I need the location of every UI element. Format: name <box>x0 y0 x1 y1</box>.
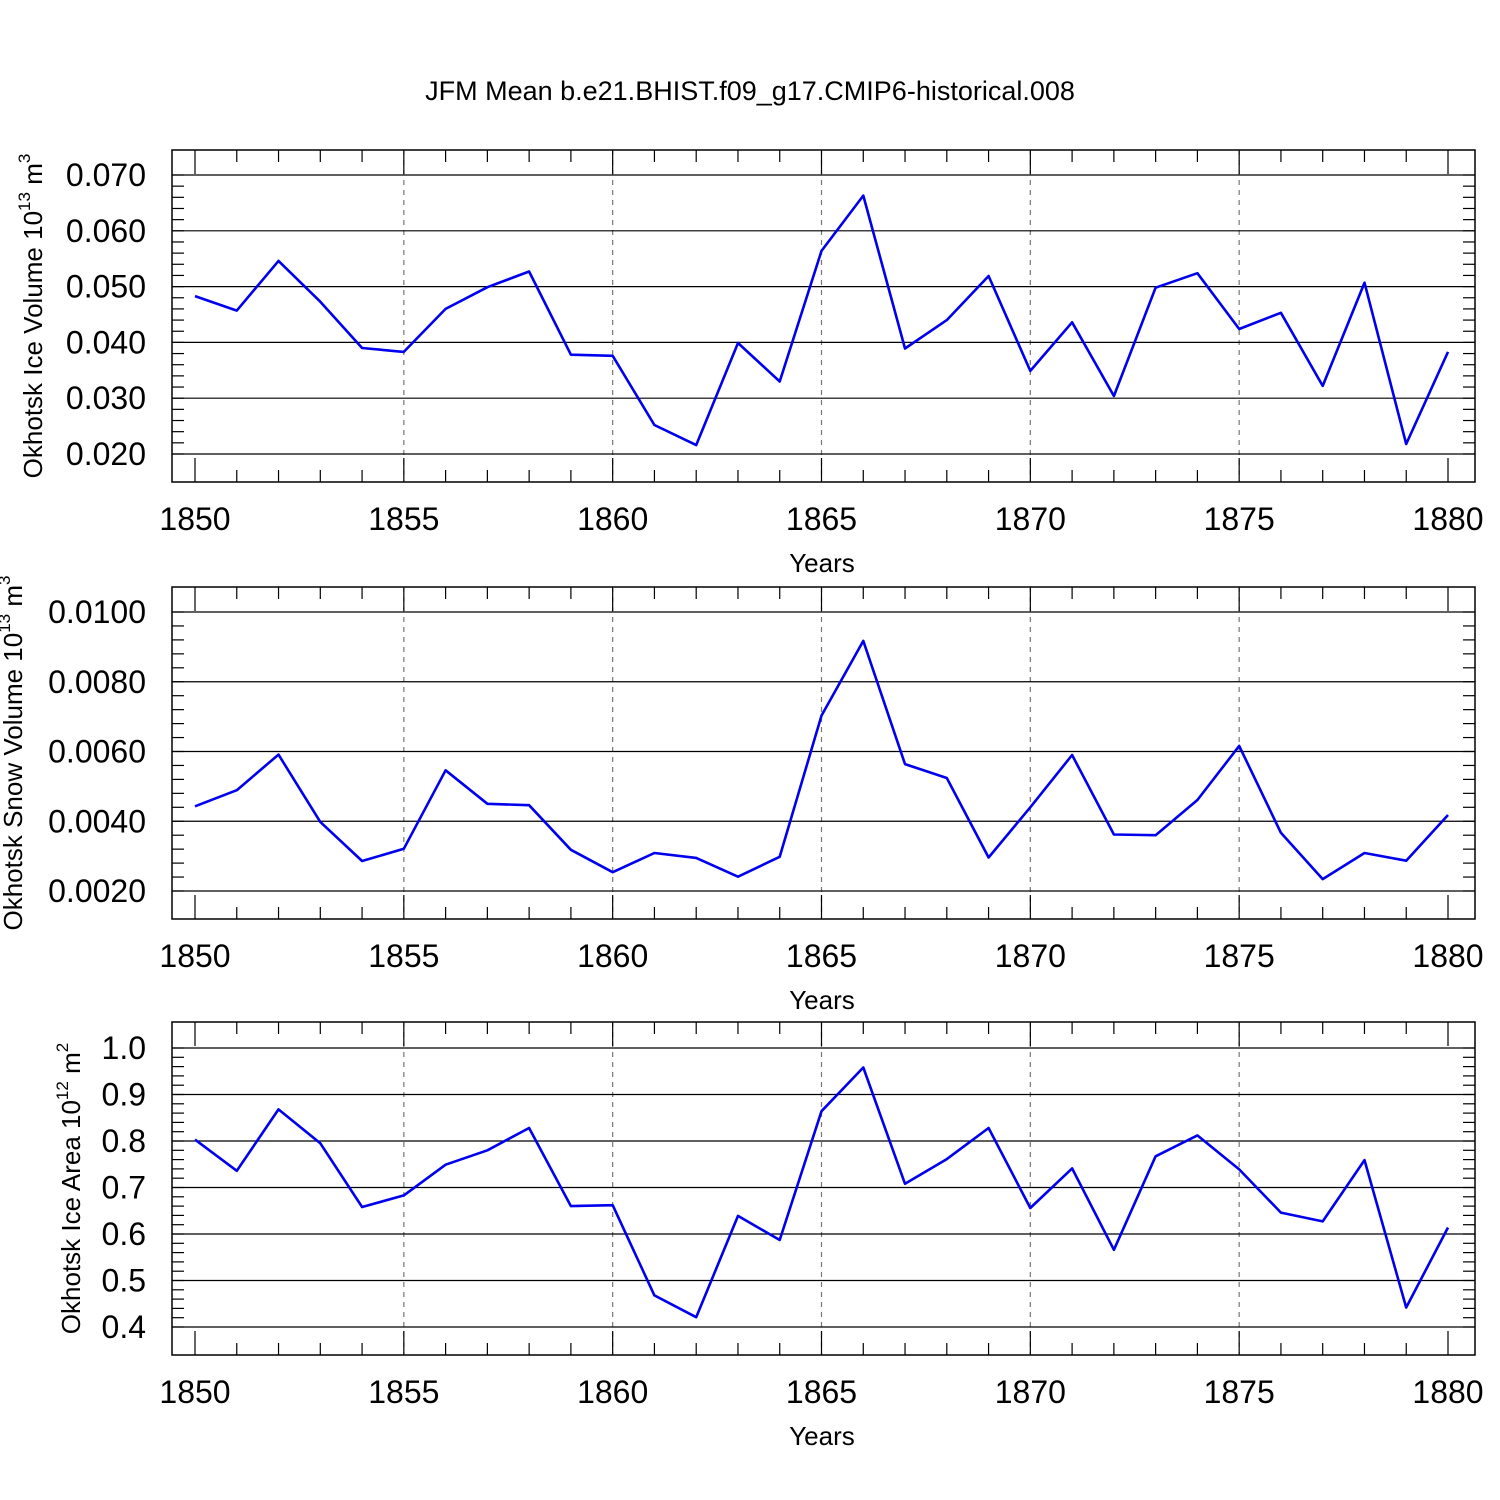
y-tick-label: 0.0060 <box>48 734 146 770</box>
series-line <box>194 1066 1450 1319</box>
y-axis-label-unit-exponent: 3 <box>0 576 14 585</box>
y-axis-label-unit: m <box>18 163 48 192</box>
series-line <box>194 194 1450 447</box>
y-axis-label: Okhotsk Snow Volume 1013 m3 <box>0 576 28 931</box>
y-tick-label: 0.0100 <box>48 594 146 630</box>
y-tick-label: 0.0020 <box>48 873 146 909</box>
x-tick-label: 1870 <box>995 501 1066 537</box>
y-tick-label: 0.030 <box>66 380 146 416</box>
y-tick-label: 0.8 <box>102 1123 146 1159</box>
plot-frame <box>171 586 1476 920</box>
y-tick-label: 0.060 <box>66 213 146 249</box>
panel-2: 0.0020 0.0040 0.0060 0.0080 0.0100 1850 1855 18… <box>0 576 1484 1016</box>
y-axis-label-exponent: 12 <box>53 1081 72 1100</box>
y-tick-label: 0.040 <box>66 324 146 360</box>
y-tick-label: 0.7 <box>102 1170 146 1206</box>
y-axis-label: Okhotsk Ice Volume 1013 m3 <box>15 154 48 479</box>
y-axis-label-unit: m <box>0 585 28 614</box>
y-tick-label: 0.070 <box>66 157 146 193</box>
x-tick-label: 1855 <box>368 938 439 974</box>
x-tick-label: 1850 <box>159 1374 230 1410</box>
y-axis-label-text: Okhotsk Snow Volume 10 <box>0 633 28 931</box>
x-tick-label: 1865 <box>786 938 857 974</box>
x-tick-label: 1860 <box>577 938 648 974</box>
x-axis-label: Years <box>789 1421 855 1451</box>
y-tick-label: 1.0 <box>102 1030 146 1066</box>
y-tick-label: 0.050 <box>66 269 146 305</box>
y-tick-label: 0.6 <box>102 1216 146 1252</box>
y-tick-label: 0.9 <box>102 1077 146 1113</box>
x-tick-label: 1860 <box>577 1374 648 1410</box>
y-tick-label: 0.4 <box>102 1309 146 1345</box>
panel-1: 0.020 0.030 0.040 0.050 0.060 0.070 1850 1855 18… <box>15 149 1484 578</box>
x-tick-label: 1855 <box>368 501 439 537</box>
series-line <box>194 639 1449 881</box>
y-axis-label-exponent: 13 <box>15 192 34 211</box>
y-axis-label: Okhotsk Ice Area 1012 m2 <box>53 1043 86 1334</box>
x-tick-label: 1880 <box>1412 1374 1483 1410</box>
x-tick-label: 1880 <box>1412 938 1483 974</box>
y-axis-label-unit: m <box>56 1052 86 1081</box>
x-tick-label: 1865 <box>786 1374 857 1410</box>
x-tick-label: 1875 <box>1204 1374 1275 1410</box>
y-axis-label-unit-exponent: 2 <box>53 1043 72 1052</box>
x-tick-label: 1875 <box>1204 501 1275 537</box>
y-tick-label: 0.020 <box>66 436 146 472</box>
y-tick-label: 0.0040 <box>48 803 146 839</box>
figure-title: JFM Mean b.e21.BHIST.f09_g17.CMIP6-histo… <box>425 76 1075 106</box>
x-axis-label: Years <box>789 548 855 578</box>
y-axis-label-text: Okhotsk Ice Area 10 <box>56 1100 86 1334</box>
x-tick-label: 1860 <box>577 501 648 537</box>
y-axis-label-text: Okhotsk Ice Volume 10 <box>18 211 48 478</box>
panel-3: 0.4 0.5 0.6 0.7 0.8 0.9 1.0 1850 1855 1860 1865 187… <box>53 1021 1484 1451</box>
y-axis-label-exponent: 13 <box>0 614 14 633</box>
x-tick-label: 1870 <box>995 1374 1066 1410</box>
y-axis-label-unit-exponent: 3 <box>15 154 34 163</box>
x-tick-label: 1870 <box>995 938 1066 974</box>
x-tick-label: 1865 <box>786 501 857 537</box>
x-tick-label: 1850 <box>159 938 230 974</box>
x-axis-label: Years <box>789 985 855 1015</box>
x-tick-label: 1880 <box>1412 501 1483 537</box>
y-tick-label: 0.5 <box>102 1263 146 1299</box>
x-tick-label: 1855 <box>368 1374 439 1410</box>
plot-frame <box>171 149 1476 483</box>
x-tick-label: 1850 <box>159 501 230 537</box>
plot-frame <box>171 1021 1476 1356</box>
x-tick-label: 1875 <box>1204 938 1275 974</box>
y-tick-label: 0.0080 <box>48 664 146 700</box>
